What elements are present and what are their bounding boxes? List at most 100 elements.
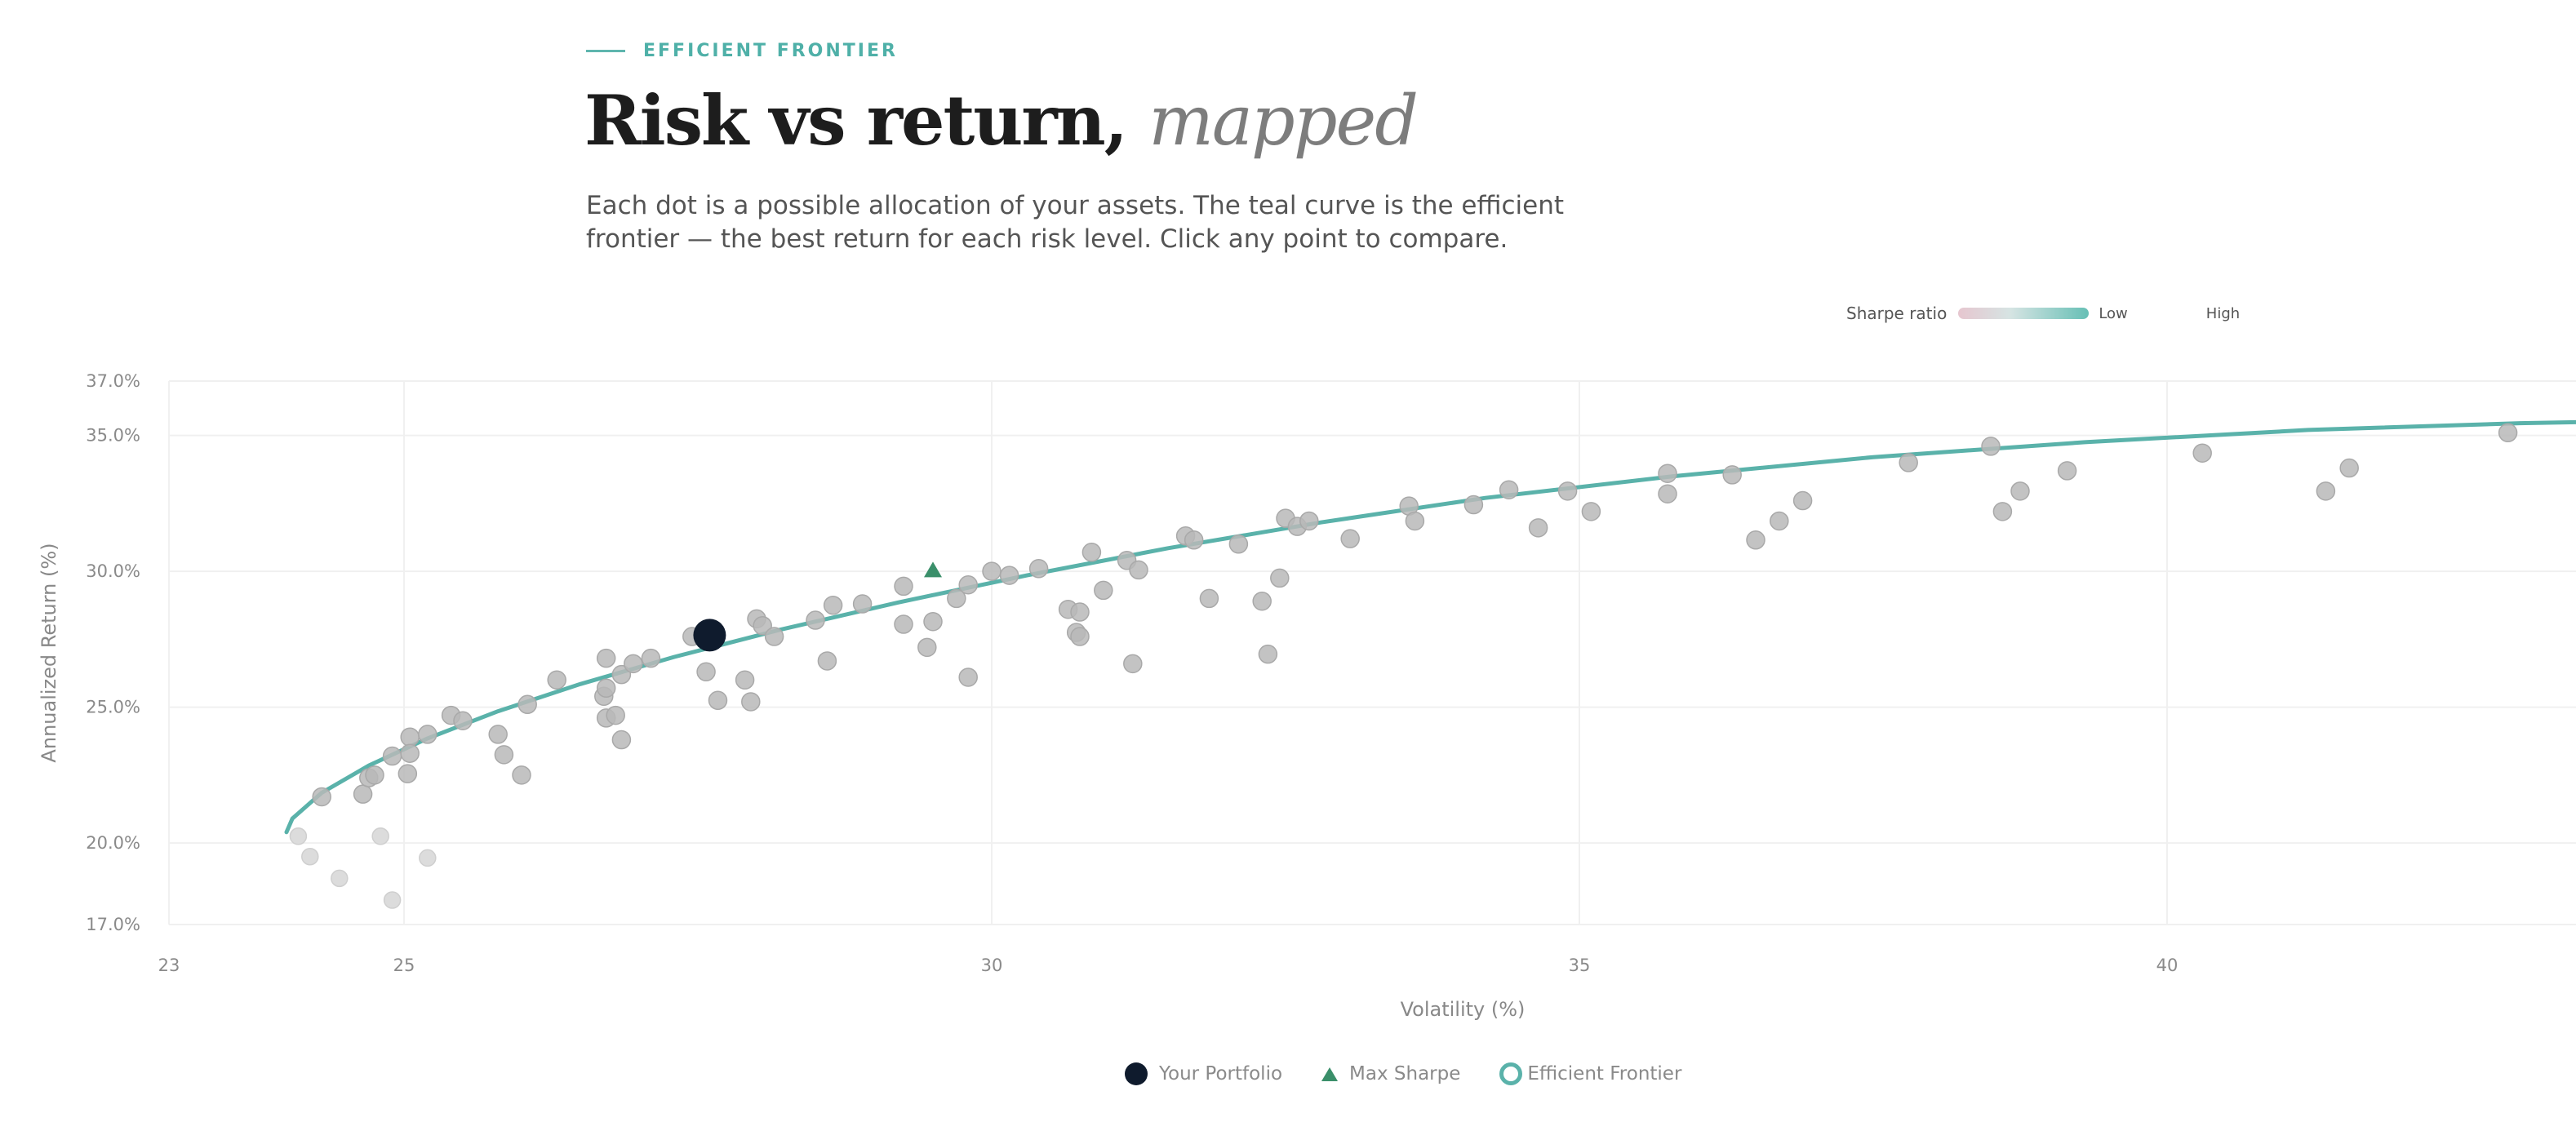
allocation-point[interactable] bbox=[982, 561, 1002, 581]
portfolio-dot-icon bbox=[1125, 1062, 1148, 1085]
allocation-point[interactable] bbox=[1722, 465, 1742, 485]
allocation-point[interactable] bbox=[764, 627, 784, 646]
allocation-point-faded[interactable] bbox=[331, 869, 349, 888]
allocation-point-faded[interactable] bbox=[419, 849, 437, 867]
allocation-point[interactable] bbox=[823, 595, 843, 615]
allocation-point[interactable] bbox=[365, 765, 384, 785]
allocation-point[interactable] bbox=[947, 588, 966, 609]
allocation-point[interactable] bbox=[641, 648, 661, 668]
allocation-point[interactable] bbox=[1658, 484, 1677, 503]
allocation-point[interactable] bbox=[2339, 458, 2359, 478]
allocation-point-faded[interactable] bbox=[371, 827, 389, 845]
allocation-point[interactable] bbox=[917, 637, 937, 658]
allocation-point[interactable] bbox=[1070, 627, 1090, 646]
allocation-point[interactable] bbox=[1252, 591, 1272, 611]
allocation-point[interactable] bbox=[517, 694, 537, 715]
allocation-point[interactable] bbox=[1658, 463, 1677, 483]
allocation-point[interactable] bbox=[1340, 529, 1360, 548]
allocation-point[interactable] bbox=[1557, 481, 1578, 501]
allocation-point[interactable] bbox=[1081, 543, 1102, 562]
allocation-point-faded[interactable] bbox=[289, 827, 308, 845]
allocation-point[interactable] bbox=[894, 576, 913, 597]
allocation-point[interactable] bbox=[1992, 502, 2013, 521]
allocation-point[interactable] bbox=[999, 566, 1019, 585]
allocation-point[interactable] bbox=[1028, 559, 1049, 579]
allocation-point[interactable] bbox=[958, 668, 978, 687]
allocation-point[interactable] bbox=[696, 662, 716, 682]
sharpe-scale: Sharpe ratio Low High bbox=[1846, 304, 2240, 323]
allocation-point[interactable] bbox=[1270, 568, 1290, 588]
allocation-point[interactable] bbox=[852, 594, 873, 614]
allocation-point[interactable] bbox=[1770, 511, 1789, 531]
ring-icon bbox=[1499, 1062, 1523, 1085]
allocation-point[interactable] bbox=[1228, 534, 1249, 554]
allocation-point[interactable] bbox=[1094, 580, 1113, 601]
allocation-point[interactable] bbox=[958, 575, 978, 595]
allocation-point[interactable] bbox=[753, 615, 772, 636]
legend-portfolio-label: Your Portfolio bbox=[1159, 1063, 1283, 1084]
allocation-point[interactable] bbox=[1581, 502, 1601, 521]
allocation-point[interactable] bbox=[1405, 511, 1425, 531]
allocation-point[interactable] bbox=[923, 611, 943, 632]
allocation-point[interactable] bbox=[806, 610, 825, 630]
allocation-point[interactable] bbox=[1746, 530, 1765, 550]
legend-max-sharpe-label: Max Sharpe bbox=[1349, 1063, 1461, 1084]
legend-item-portfolio: Your Portfolio bbox=[1125, 1062, 1282, 1085]
allocation-point-faded[interactable] bbox=[301, 848, 319, 866]
allocation-point[interactable] bbox=[547, 670, 566, 690]
allocation-point[interactable] bbox=[611, 664, 632, 685]
allocation-point[interactable] bbox=[1199, 588, 1219, 609]
allocation-point[interactable] bbox=[353, 784, 373, 804]
allocation-point[interactable] bbox=[400, 743, 420, 763]
your-portfolio-marker[interactable] bbox=[693, 619, 726, 652]
allocation-point[interactable] bbox=[611, 730, 632, 750]
legend-item-frontier: Efficient Frontier bbox=[1499, 1062, 1681, 1085]
allocation-point[interactable] bbox=[1463, 495, 1484, 515]
x-tick-label: 25 bbox=[393, 956, 415, 975]
page-subtitle: Each dot is a possible allocation of you… bbox=[586, 191, 1564, 254]
allocation-point[interactable] bbox=[2192, 443, 2212, 463]
allocation-point[interactable] bbox=[817, 651, 837, 671]
allocation-point[interactable] bbox=[1184, 530, 1204, 550]
allocation-point[interactable] bbox=[382, 746, 402, 766]
allocation-point[interactable] bbox=[398, 764, 418, 783]
allocation-point[interactable] bbox=[1792, 490, 1813, 511]
allocation-point[interactable] bbox=[1129, 560, 1148, 580]
allocation-point[interactable] bbox=[2498, 423, 2518, 443]
allocation-point[interactable] bbox=[418, 725, 437, 744]
allocation-point[interactable] bbox=[2057, 461, 2077, 481]
allocation-point[interactable] bbox=[488, 725, 508, 744]
allocation-point[interactable] bbox=[1123, 654, 1143, 674]
allocation-point[interactable] bbox=[400, 727, 420, 747]
allocation-point[interactable] bbox=[494, 745, 514, 765]
allocation-point[interactable] bbox=[735, 670, 755, 690]
max-sharpe-marker[interactable] bbox=[924, 561, 942, 578]
chart-legend: Your Portfolio Max Sharpe Efficient Fron… bbox=[1125, 1062, 1681, 1085]
points-layer[interactable] bbox=[289, 423, 2518, 909]
y-axis-label: Annualized Return (%) bbox=[38, 543, 60, 762]
allocation-point[interactable] bbox=[1528, 518, 1548, 538]
allocation-point[interactable] bbox=[1499, 480, 1519, 499]
allocation-point[interactable] bbox=[624, 654, 643, 674]
allocation-point[interactable] bbox=[2316, 481, 2336, 501]
allocation-point[interactable] bbox=[1981, 437, 2001, 456]
allocation-point[interactable] bbox=[1899, 453, 1918, 472]
allocation-point[interactable] bbox=[512, 765, 531, 785]
allocation-point[interactable] bbox=[606, 705, 625, 725]
allocation-point[interactable] bbox=[708, 690, 728, 711]
allocation-point[interactable] bbox=[596, 648, 616, 668]
title-main: Risk vs return, bbox=[584, 80, 1128, 161]
allocation-point[interactable] bbox=[1299, 511, 1319, 531]
y-tick-label: 25.0% bbox=[86, 698, 140, 717]
allocation-point[interactable] bbox=[894, 614, 913, 634]
allocation-point[interactable] bbox=[312, 787, 331, 807]
allocation-point[interactable] bbox=[453, 711, 473, 730]
allocation-point-faded[interactable] bbox=[383, 891, 402, 909]
y-tick-label: 20.0% bbox=[86, 833, 140, 853]
allocation-point[interactable] bbox=[596, 678, 616, 699]
allocation-point[interactable] bbox=[1258, 644, 1278, 664]
allocation-point[interactable] bbox=[741, 692, 761, 712]
x-axis-ticks: 23 25 30 35 40 bbox=[158, 956, 2178, 975]
allocation-point[interactable] bbox=[1070, 602, 1090, 622]
allocation-point[interactable] bbox=[2010, 481, 2030, 501]
